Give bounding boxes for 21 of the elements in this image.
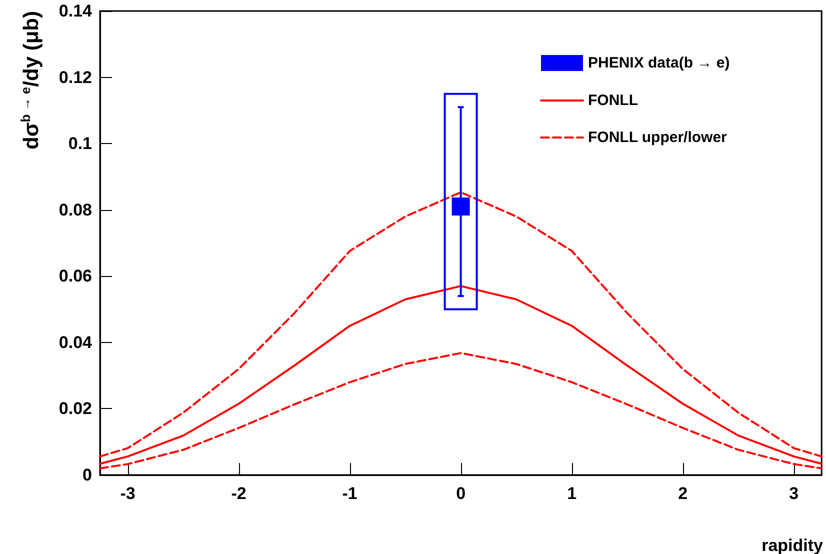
y-tick-label: 0.06 — [58, 266, 92, 286]
x-tick-label: 3 — [789, 484, 799, 503]
x-tick-label: 1 — [567, 484, 577, 503]
x-tick-label: -3 — [120, 484, 136, 503]
x-tick-label: -2 — [231, 484, 246, 503]
y-tick-label: 0.1 — [68, 134, 92, 154]
line-series — [99, 191, 823, 458]
legend-label: FONLL upper/lower — [588, 129, 728, 146]
legend-label: PHENIX data(b → e) — [588, 54, 730, 72]
x-tick-label: 0 — [456, 484, 466, 503]
x-tick-label: 2 — [678, 484, 688, 503]
y-tick-label: 0.12 — [58, 68, 92, 87]
y-tick-label: 0.02 — [58, 399, 92, 418]
y-tick-label: 0.04 — [58, 332, 93, 352]
legend-label: FONLL — [588, 92, 638, 109]
x-tick-label: -1 — [342, 484, 358, 503]
line-series — [99, 285, 823, 465]
y-tick-label: 0.08 — [58, 200, 92, 220]
y-tick-label: 0 — [82, 466, 92, 484]
line-series — [99, 352, 823, 470]
y-tick-label: 0.14 — [58, 2, 93, 20]
